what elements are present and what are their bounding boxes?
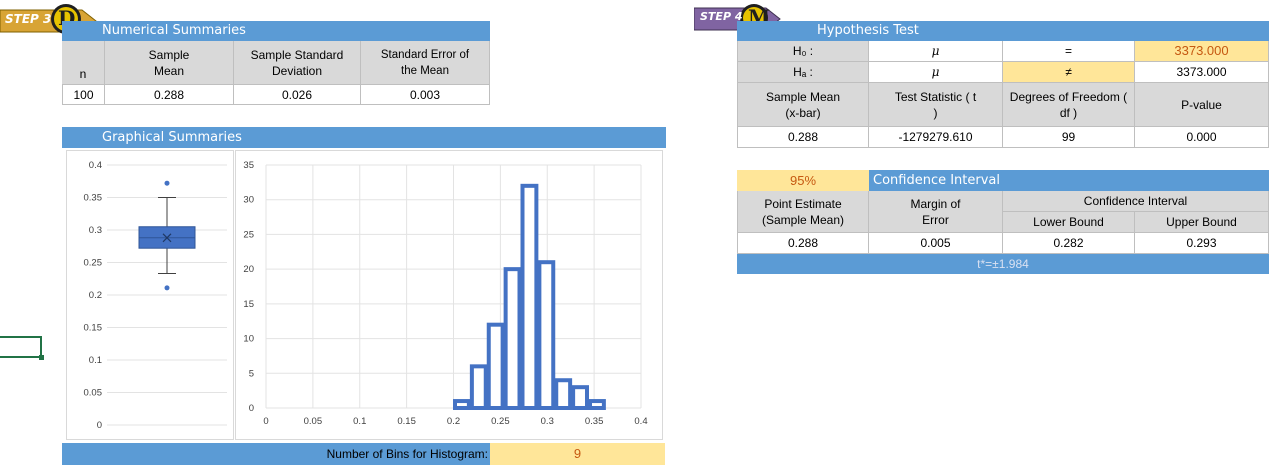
boxplot-y-tick: 0 [97, 420, 102, 431]
graphical-summaries-title: Graphical Summaries [102, 130, 242, 145]
histogram-y-tick: 25 [243, 229, 254, 240]
histogram-x-tick: 0.35 [585, 416, 604, 427]
graphical-summaries-header: Graphical Summaries [62, 127, 666, 148]
selected-cell[interactable] [0, 336, 42, 358]
bins-row [62, 443, 490, 465]
ci-upper-header: Upper Bound [1135, 212, 1269, 233]
boxplot-y-tick: 0.15 [84, 323, 103, 334]
histogram-x-tick: 0.05 [304, 416, 323, 427]
histogram-bar [554, 378, 573, 411]
histogram-y-tick: 5 [249, 368, 254, 379]
ci-tstar-row: t*=±1.984 [737, 254, 1269, 274]
histogram-bar [537, 260, 556, 410]
boxplot-y-tick: 0.2 [89, 290, 102, 301]
col-n-label: n [79, 67, 87, 81]
col-n-header: n [62, 41, 105, 85]
bins-input[interactable]: 9 [490, 443, 665, 465]
hyp-df-header: Degrees of Freedom ( df ) [1003, 83, 1135, 127]
histogram-bar [486, 322, 505, 410]
ci-title: Confidence Interval [873, 173, 1001, 188]
histogram-svg: 0 0.05 0.1 0.15 0.2 0.25 0.3 0.35 0.4 35 30 25 20 15 1… [243, 160, 647, 427]
fill-handle[interactable] [39, 355, 44, 360]
boxplot-y-tick: 0.3 [89, 225, 102, 236]
value-sample-mean: 0.288 [105, 85, 234, 105]
ha-operator-select[interactable]: ≠ [1003, 62, 1135, 83]
h0-operator[interactable]: = [1003, 41, 1135, 62]
step4-label: STEP 4 [700, 10, 743, 23]
h0-param: μ [869, 41, 1003, 62]
histogram-bar [503, 267, 522, 411]
histogram-bar [453, 399, 471, 411]
histogram-bar [469, 364, 488, 410]
histogram-x-tick: 0.25 [491, 416, 510, 427]
ha-param: μ [869, 62, 1003, 83]
histogram-bar [571, 385, 589, 411]
ha-label: Hₐ : [737, 62, 869, 83]
ci-point-estimate-header: Point Estimate (Sample Mean) [737, 191, 869, 233]
histogram-x-tick: 0.15 [397, 416, 416, 427]
ci-interval-header: Confidence Interval [1003, 191, 1269, 212]
h0-value-input[interactable]: 3373.000 [1135, 41, 1269, 62]
col-se-header: Standard Error of the Mean [361, 41, 490, 85]
bins-label: Number of Bins for Histogram: [326, 447, 488, 461]
hypothesis-test-title: Hypothesis Test [817, 23, 919, 38]
histogram-bar [520, 183, 539, 411]
step3-label: STEP 3 [5, 12, 52, 26]
boxplot-mean-marker [162, 233, 172, 243]
hyp-test-statistic-header: Test Statistic ( t ) [869, 83, 1003, 127]
boxplot-y-tick: 0.1 [89, 355, 102, 366]
histogram-y-tick: 35 [243, 160, 254, 171]
histogram-y-tick: 30 [243, 195, 254, 206]
histogram-y-tick: 20 [243, 264, 254, 275]
boxplot-y-tick: 0.05 [84, 388, 103, 399]
ci-margin-value: 0.005 [869, 233, 1003, 254]
ci-level-input[interactable]: 95% [737, 170, 869, 191]
ci-tstar: t*=±1.984 [977, 257, 1029, 271]
boxplot-outlier [164, 285, 170, 291]
histogram-x-tick: 0.3 [541, 416, 554, 427]
histogram-y-tick: 0 [249, 403, 254, 414]
boxplot-svg: 0.4 0.35 0.3 0.25 0.2 0.15 0.1 0.05 0 [84, 160, 227, 431]
histogram-chart[interactable]: 0 0.05 0.1 0.15 0.2 0.25 0.3 0.35 0.4 35 30 25 20 15 1… [235, 150, 663, 440]
ha-value: 3373.000 [1135, 62, 1269, 83]
value-sample-sd: 0.026 [234, 85, 361, 105]
col-sample-sd-label: Sample Standard Deviation [250, 47, 344, 78]
value-se: 0.003 [361, 85, 490, 105]
histogram-x-tick: 0.4 [634, 416, 647, 427]
numerical-summaries-header: Numerical Summaries [62, 21, 490, 41]
hyp-sample-mean-value: 0.288 [737, 127, 869, 148]
ci-header: Confidence Interval [869, 170, 1269, 191]
boxplot-y-tick: 0.25 [84, 258, 103, 269]
hyp-sample-mean-header: Sample Mean (x-bar) [737, 83, 869, 127]
histogram-bar [588, 399, 606, 411]
histogram-y-tick: 10 [243, 334, 254, 345]
histogram-y-tick: 15 [243, 299, 254, 310]
histogram-x-tick: 0.1 [353, 416, 366, 427]
histogram-x-tick: 0 [263, 416, 268, 427]
boxplot-y-tick: 0.35 [84, 193, 103, 204]
col-sample-mean-label: Sample Mean [148, 47, 190, 78]
col-sample-mean-header: Sample Mean [105, 41, 234, 85]
col-se-label: Standard Error of the Mean [380, 48, 470, 77]
ci-lower-header: Lower Bound [1003, 212, 1135, 233]
hyp-test-statistic-value: -1279279.610 [869, 127, 1003, 148]
hyp-df-value: 99 [1003, 127, 1135, 148]
numerical-summaries-title: Numerical Summaries [102, 23, 246, 38]
histogram-x-tick: 0.2 [447, 416, 460, 427]
hypothesis-test-header: Hypothesis Test [737, 21, 1269, 41]
boxplot-y-tick: 0.4 [89, 160, 102, 171]
boxplot-outlier [164, 180, 170, 186]
ci-margin-header: Margin of Error [869, 191, 1003, 233]
h0-label: H₀ : [737, 41, 869, 62]
col-sample-sd-header: Sample Standard Deviation [234, 41, 361, 85]
boxplot-chart[interactable]: 0.4 0.35 0.3 0.25 0.2 0.15 0.1 0.05 0 [66, 150, 234, 440]
ci-lower-value: 0.282 [1003, 233, 1135, 254]
ci-point-estimate-value: 0.288 [737, 233, 869, 254]
ci-upper-value: 0.293 [1135, 233, 1269, 254]
value-n: 100 [62, 85, 105, 105]
hyp-pvalue-header: P-value [1135, 83, 1269, 127]
hyp-pvalue-value: 0.000 [1135, 127, 1269, 148]
